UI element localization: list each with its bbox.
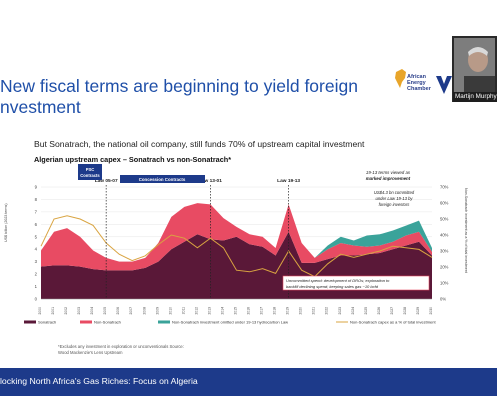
legend-label: Non-Sonatrach investment omitted under 1…: [172, 320, 288, 325]
y-tick-label: 7: [35, 209, 38, 214]
participant-name-label: Martijn Murphy: [453, 92, 497, 102]
y-tick-label: 8: [35, 197, 38, 202]
x-tick-label: 2007: [129, 307, 133, 315]
x-tick-label: 2004: [90, 307, 94, 315]
x-tick-label: 2020: [299, 307, 303, 315]
x-tick-label: 2014: [220, 307, 224, 315]
x-tick-label: 2001: [51, 307, 55, 315]
y2-tick-label: 50%: [440, 217, 449, 222]
chart-subtitle: But Sonatrach, the national oil company,…: [34, 139, 365, 149]
logo-text-line: African: [407, 74, 426, 80]
x-tick-label: 2029: [416, 307, 420, 315]
legend-label: Non-Sonatrach capex as a % of total inve…: [350, 320, 436, 325]
participant-avatar-icon: [454, 38, 495, 93]
y2-tick-label: 30%: [440, 249, 449, 254]
y-tick-label: 1: [35, 284, 38, 289]
legend-swatch: [80, 320, 92, 324]
x-tick-label: 2026: [377, 307, 381, 315]
x-tick-label: 2025: [364, 307, 368, 315]
x-tick-label: 2002: [64, 307, 68, 315]
x-tick-label: 2024: [351, 307, 355, 315]
x-tick-label: 2000: [38, 307, 42, 315]
x-tick-label: 2011: [181, 307, 185, 314]
x-tick-label: 2015: [234, 307, 238, 315]
callout-text: foreign investors: [379, 202, 411, 207]
law-marker-label: Law 19-13: [277, 178, 300, 184]
x-tick-label: 2003: [77, 307, 81, 315]
uncommitted-spend-text: backfill declining spend; keeping sales …: [286, 284, 379, 289]
y-tick-label: 9: [35, 185, 38, 190]
y-tick-label: 2: [35, 272, 38, 277]
callout-text: US$4.3 bn committed: [374, 190, 415, 195]
logo-text: African Energy Chamber: [407, 74, 431, 92]
x-tick-label: 2021: [312, 307, 316, 315]
slide-title-line-1: New fiscal terms are beginning to yield …: [0, 76, 358, 96]
slide-title-line-2: nvestment: [0, 97, 81, 117]
screen-top-bar: [0, 0, 497, 36]
psc-contracts-label: PSC: [86, 167, 95, 172]
legend-swatch: [24, 320, 36, 324]
uncommitted-spend-box: [282, 275, 430, 291]
y2-tick-label: 70%: [440, 185, 449, 190]
x-tick-label: 2010: [168, 307, 172, 315]
logo-text-line: Chamber: [407, 86, 431, 92]
footnote-line: *Excludes any investment in exploration …: [58, 344, 184, 349]
x-tick-label: 2013: [207, 307, 211, 315]
law-marker-label: Law 13-01: [199, 178, 222, 184]
legend-swatch: [158, 320, 170, 324]
y2-tick-label: 20%: [440, 265, 449, 270]
logo-text-line: Energy: [407, 80, 426, 86]
y-tick-label: 6: [35, 222, 38, 227]
x-tick-label: 2027: [390, 307, 394, 315]
x-tick-label: 2018: [273, 307, 277, 315]
x-tick-label: 2006: [116, 307, 120, 315]
concession-contracts-box: [120, 175, 205, 183]
callout-text: under Law 19-13 by: [375, 196, 413, 201]
participant-video-tile[interactable]: [452, 36, 497, 102]
chart-title: Algerian upstream capex – Sonatrach vs n…: [34, 155, 232, 164]
x-tick-label: 2028: [403, 307, 407, 315]
x-tick-label: 2022: [325, 307, 329, 315]
secondary-logo-icon: [436, 76, 452, 94]
x-tick-label: 2023: [338, 307, 342, 315]
slide-footer-text: locking North Africa's Gas Riches: Focus…: [0, 376, 198, 386]
y-tick-label: 3: [35, 259, 38, 264]
y-tick-label: 4: [35, 247, 38, 252]
y2-tick-label: 60%: [440, 201, 449, 206]
x-tick-label: 2030: [429, 307, 433, 315]
chart-footnote: *Excludes any investment in exploration …: [58, 344, 184, 356]
x-tick-label: 2017: [260, 307, 264, 315]
legend-label: Sonatrach: [38, 320, 56, 325]
x-tick-label: 2012: [194, 307, 198, 315]
footer-prefix: locking North Africa's Gas Riches:: [0, 376, 131, 386]
slide-title: New fiscal terms are beginning to yield …: [0, 76, 360, 118]
footnote-line: Wood Mackenzie's Lens Upstream: [58, 350, 123, 355]
y-tick-label: 0: [35, 297, 38, 302]
x-tick-label: 2016: [247, 307, 251, 315]
psc-contracts-box: [78, 164, 102, 180]
screen-bottom-bar: [0, 396, 497, 418]
psc-contracts-label: Contracts: [80, 173, 100, 178]
uncommitted-spend-text: Uncommitted spend: development of DROs; …: [286, 278, 390, 283]
x-tick-label: 2009: [155, 307, 159, 315]
footer-suffix: Focus on Algeria: [130, 376, 198, 386]
area-non-sonatrach: [41, 203, 432, 271]
participant-video-frame: [454, 38, 495, 93]
x-tick-label: 2005: [103, 307, 107, 315]
law-marker-label: Law 05-07: [95, 178, 118, 184]
y-tick-label: 5: [35, 234, 38, 239]
callout-text: 19-13 terms viewed as: [366, 170, 411, 175]
x-tick-label: 2008: [142, 307, 146, 315]
y2-tick-label: 40%: [440, 233, 449, 238]
african-energy-chamber-logo-icon: [395, 69, 406, 88]
callout-text: marked improvement: [366, 176, 411, 181]
y2-tick-label: 10%: [440, 281, 449, 286]
legend-label: Non-Sonatrach: [94, 320, 121, 325]
y2-tick-label: 0%: [440, 297, 446, 302]
concession-contracts-label: Concession Contracts: [139, 177, 186, 182]
x-tick-label: 2019: [286, 307, 290, 315]
slide-footer-band: [0, 368, 497, 396]
